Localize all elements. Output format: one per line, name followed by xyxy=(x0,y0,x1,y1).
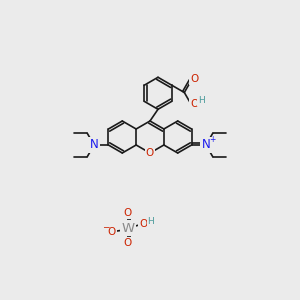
Text: O: O xyxy=(146,148,154,158)
Text: H: H xyxy=(198,96,205,105)
Text: O: O xyxy=(124,208,132,218)
Text: O: O xyxy=(190,74,198,84)
Text: O: O xyxy=(190,99,198,109)
Text: H: H xyxy=(148,217,154,226)
Text: N: N xyxy=(202,139,210,152)
Text: W: W xyxy=(122,221,135,235)
Text: O: O xyxy=(124,238,132,248)
Text: O: O xyxy=(108,227,116,237)
Text: +: + xyxy=(209,134,215,143)
Text: N: N xyxy=(90,139,98,152)
Text: O: O xyxy=(139,219,147,229)
Text: −: − xyxy=(102,223,110,232)
